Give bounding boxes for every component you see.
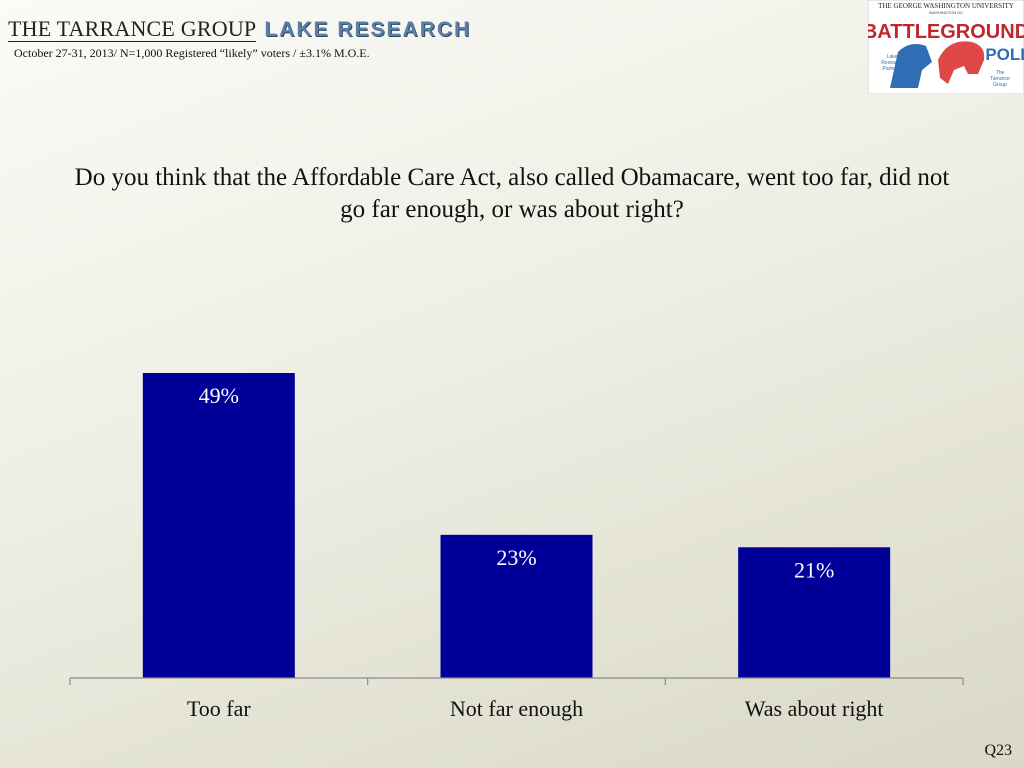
header-brand: THE TARRANCE GROUP LAKE RESEARCH (8, 18, 471, 42)
logo-word-battleground: BATTLEGROUND (868, 21, 1024, 43)
logo-location: WASHINGTON DC (929, 10, 963, 15)
logo-right-partner-3: Group (993, 82, 1007, 88)
survey-subtitle: October 27-31, 2013/ N=1,000 Registered … (14, 46, 370, 60)
category-label-1: Too far (187, 696, 251, 721)
tarrance-group-logo: THE TARRANCE GROUP (8, 16, 257, 42)
bar-1 (142, 373, 295, 678)
category-label-2: Not far enough (450, 696, 583, 721)
logo-left-partner-2: Research (881, 60, 903, 66)
logo-right-partner-2: Tarrance (990, 76, 1010, 82)
logo-left-partner-3: Partners (883, 66, 902, 72)
battleground-poll-logo: THE GEORGE WASHINGTON UNIVERSITY WASHING… (868, 0, 1024, 94)
question-number: Q23 (984, 742, 1012, 759)
category-label-3: Was about right (745, 696, 884, 721)
bar-value-label-3: 21% (794, 557, 834, 582)
elephant-icon (938, 41, 985, 84)
chart-title: Do you think that the Affordable Care Ac… (74, 164, 950, 223)
donkey-icon (890, 44, 932, 88)
logo-top-line: THE GEORGE WASHINGTON UNIVERSITY (878, 2, 1014, 10)
lake-research-logo: LAKE RESEARCH (264, 18, 472, 41)
logo-right-partner-1: The (996, 70, 1005, 76)
bar-3 (738, 547, 891, 678)
bar-value-label-2: 23% (496, 545, 536, 570)
logo-left-partner-1: Lake (887, 54, 898, 60)
bar-2 (440, 534, 593, 678)
bar-value-label-1: 49% (199, 383, 239, 408)
